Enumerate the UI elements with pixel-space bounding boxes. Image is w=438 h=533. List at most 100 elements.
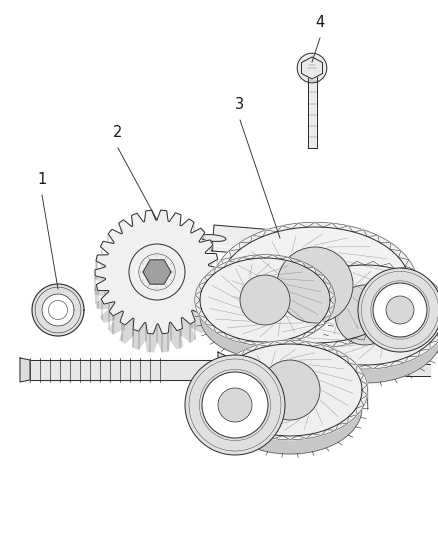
Polygon shape	[292, 223, 307, 229]
Polygon shape	[200, 274, 330, 358]
Polygon shape	[310, 273, 321, 280]
Polygon shape	[224, 255, 335, 316]
Circle shape	[202, 372, 268, 438]
Polygon shape	[293, 262, 306, 267]
Polygon shape	[218, 344, 362, 436]
Polygon shape	[360, 381, 367, 390]
Polygon shape	[265, 255, 279, 259]
Polygon shape	[268, 342, 283, 346]
Polygon shape	[328, 290, 335, 300]
Polygon shape	[281, 305, 289, 315]
Polygon shape	[218, 352, 226, 388]
Polygon shape	[283, 436, 297, 440]
Circle shape	[335, 285, 395, 345]
Polygon shape	[20, 358, 30, 382]
Polygon shape	[356, 400, 364, 409]
Polygon shape	[390, 249, 401, 257]
Polygon shape	[367, 236, 379, 243]
Polygon shape	[350, 261, 365, 266]
Polygon shape	[408, 350, 420, 357]
Polygon shape	[306, 326, 316, 333]
Polygon shape	[395, 357, 408, 362]
Polygon shape	[379, 243, 391, 249]
Polygon shape	[279, 338, 293, 343]
Polygon shape	[437, 325, 438, 334]
Polygon shape	[307, 343, 323, 348]
Polygon shape	[220, 227, 410, 343]
Polygon shape	[293, 333, 306, 338]
Polygon shape	[232, 417, 242, 424]
Circle shape	[240, 275, 290, 325]
Polygon shape	[254, 430, 268, 435]
Polygon shape	[312, 345, 326, 350]
Polygon shape	[205, 318, 214, 326]
Polygon shape	[315, 261, 438, 333]
Polygon shape	[312, 430, 326, 435]
Text: 2: 2	[113, 125, 123, 140]
Polygon shape	[281, 315, 289, 325]
Polygon shape	[326, 350, 338, 356]
Polygon shape	[242, 350, 254, 356]
Polygon shape	[395, 268, 408, 273]
Polygon shape	[224, 333, 237, 338]
Polygon shape	[307, 70, 317, 148]
Circle shape	[373, 283, 427, 337]
Polygon shape	[323, 341, 338, 347]
Polygon shape	[284, 296, 293, 305]
Polygon shape	[200, 258, 330, 342]
Polygon shape	[321, 357, 335, 362]
Polygon shape	[205, 274, 214, 282]
Polygon shape	[212, 225, 336, 261]
Circle shape	[129, 244, 185, 300]
Polygon shape	[399, 304, 409, 313]
Polygon shape	[221, 304, 231, 313]
Polygon shape	[129, 272, 185, 318]
Polygon shape	[300, 343, 310, 350]
Polygon shape	[32, 284, 84, 336]
Circle shape	[358, 268, 438, 352]
Polygon shape	[232, 356, 242, 363]
Polygon shape	[283, 340, 297, 344]
Polygon shape	[215, 266, 225, 276]
Polygon shape	[277, 226, 292, 232]
Polygon shape	[420, 343, 430, 350]
Polygon shape	[240, 243, 251, 249]
Polygon shape	[218, 362, 362, 454]
Polygon shape	[380, 361, 395, 367]
Polygon shape	[237, 257, 251, 262]
Polygon shape	[408, 273, 420, 280]
Polygon shape	[216, 372, 224, 381]
Polygon shape	[263, 230, 277, 237]
Polygon shape	[338, 356, 348, 363]
Polygon shape	[430, 287, 438, 296]
Polygon shape	[338, 417, 348, 424]
Polygon shape	[353, 230, 367, 237]
Polygon shape	[409, 285, 417, 295]
Polygon shape	[405, 266, 414, 276]
Polygon shape	[254, 222, 417, 307]
Polygon shape	[251, 255, 265, 259]
Polygon shape	[216, 400, 224, 409]
Polygon shape	[263, 334, 277, 340]
Polygon shape	[328, 300, 335, 309]
Polygon shape	[195, 255, 335, 345]
Ellipse shape	[200, 235, 226, 241]
Polygon shape	[213, 276, 221, 285]
Polygon shape	[291, 287, 300, 296]
Polygon shape	[240, 321, 251, 328]
Polygon shape	[324, 282, 331, 290]
Polygon shape	[251, 236, 263, 243]
Polygon shape	[400, 364, 430, 376]
Polygon shape	[324, 309, 331, 318]
Polygon shape	[212, 340, 368, 440]
Polygon shape	[399, 257, 409, 266]
Polygon shape	[268, 434, 283, 439]
Polygon shape	[338, 338, 353, 344]
Polygon shape	[30, 360, 235, 380]
Polygon shape	[297, 434, 312, 439]
Polygon shape	[291, 334, 300, 343]
Polygon shape	[307, 222, 323, 227]
Polygon shape	[213, 285, 221, 295]
Polygon shape	[214, 267, 224, 274]
Polygon shape	[199, 309, 206, 318]
